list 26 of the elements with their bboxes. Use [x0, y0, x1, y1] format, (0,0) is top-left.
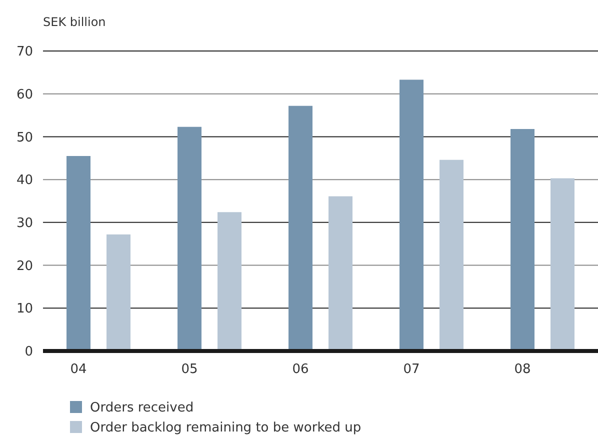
- x-tick-label: 08: [514, 362, 531, 377]
- y-tick-label: 70: [16, 44, 33, 60]
- x-tick-label: 04: [70, 362, 87, 377]
- legend-label: Order backlog remaining to be worked up: [90, 420, 362, 436]
- y-axis-title: SEK billion: [43, 15, 106, 29]
- y-tick-label: 60: [16, 87, 33, 102]
- bar: [400, 80, 424, 351]
- bar: [328, 196, 352, 351]
- bar: [510, 129, 534, 351]
- bar: [66, 156, 90, 351]
- bar: [218, 212, 242, 351]
- y-tick-label: 30: [16, 216, 33, 231]
- y-tick-label: 0: [24, 344, 33, 360]
- bar: [288, 106, 312, 351]
- y-tick-label: 50: [16, 130, 33, 146]
- x-tick-label: 06: [292, 362, 309, 377]
- y-tick-label: 40: [16, 173, 33, 188]
- y-tick-label: 10: [16, 302, 33, 317]
- y-tick-label: 20: [16, 258, 33, 274]
- bar: [178, 126, 202, 351]
- legend-label: Orders received: [90, 400, 194, 416]
- x-tick-label: 07: [403, 362, 420, 377]
- bar: [440, 160, 464, 351]
- bar: [550, 178, 574, 351]
- bar: [106, 234, 130, 351]
- x-tick-label: 05: [181, 362, 198, 377]
